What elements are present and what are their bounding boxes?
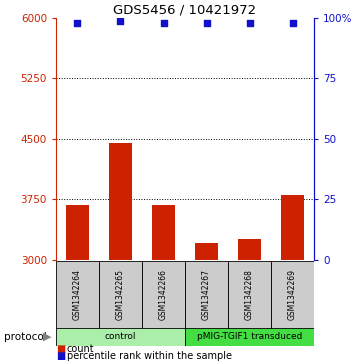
Text: GSM1342268: GSM1342268: [245, 269, 254, 321]
Text: protocol: protocol: [4, 332, 46, 342]
Bar: [185, 261, 228, 329]
Text: GSM1342265: GSM1342265: [116, 269, 125, 321]
Text: GSM1342267: GSM1342267: [202, 269, 211, 321]
Point: [161, 20, 166, 26]
Text: percentile rank within the sample: percentile rank within the sample: [67, 351, 232, 361]
Bar: [56, 328, 185, 346]
Bar: [195, 244, 218, 260]
Bar: [99, 261, 142, 329]
Bar: [142, 261, 185, 329]
Title: GDS5456 / 10421972: GDS5456 / 10421972: [113, 4, 257, 17]
Bar: [109, 143, 132, 260]
Point: [204, 20, 209, 26]
Text: GSM1342264: GSM1342264: [73, 269, 82, 321]
Point: [75, 20, 81, 26]
Text: ■: ■: [56, 344, 65, 354]
Bar: [238, 238, 261, 260]
Text: count: count: [67, 344, 95, 354]
Bar: [281, 195, 304, 260]
Point: [247, 20, 252, 26]
Text: GSM1342266: GSM1342266: [159, 269, 168, 321]
Bar: [228, 261, 271, 329]
Text: ▶: ▶: [43, 332, 51, 342]
Point: [118, 18, 123, 24]
Bar: [56, 261, 99, 329]
Text: pMIG-TGIF1 transduced: pMIG-TGIF1 transduced: [197, 333, 302, 341]
Bar: [66, 205, 89, 260]
Text: ■: ■: [56, 351, 65, 361]
Bar: [152, 205, 175, 260]
Bar: [185, 328, 314, 346]
Text: control: control: [105, 333, 136, 341]
Point: [290, 20, 295, 26]
Text: GSM1342269: GSM1342269: [288, 269, 297, 321]
Bar: [271, 261, 314, 329]
